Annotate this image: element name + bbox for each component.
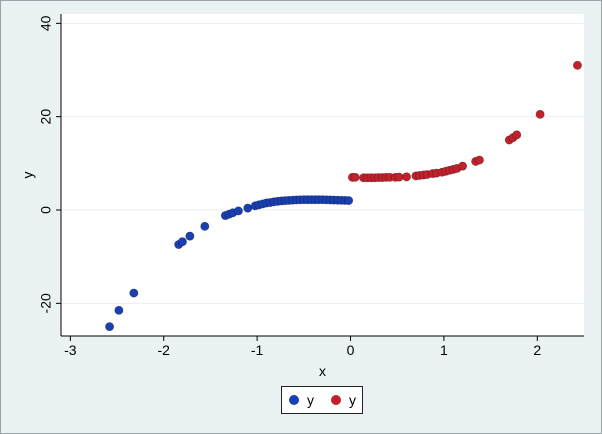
- y-tick-label: 0: [38, 206, 54, 214]
- legend-item-series-2: y: [331, 392, 356, 408]
- grid-lines: [61, 22, 584, 304]
- series-2-point: [535, 109, 545, 119]
- x-axis-label: x: [319, 363, 326, 379]
- legend-marker-series-1: [289, 395, 299, 405]
- legend-label-series-1: y: [307, 392, 314, 408]
- y-axis-label: y: [20, 172, 36, 179]
- series-2-point: [572, 60, 582, 70]
- series-1-point: [177, 237, 187, 247]
- data-points: [105, 60, 582, 332]
- series-1-point: [200, 221, 210, 231]
- x-tick-label: -1: [251, 342, 264, 358]
- legend-item-series-1: y: [289, 392, 314, 408]
- x-tick-label: 1: [440, 342, 448, 358]
- series-1-point: [185, 231, 195, 241]
- plot-area: [61, 14, 584, 336]
- x-tick-label: 0: [347, 342, 355, 358]
- series-1-point: [129, 288, 139, 298]
- legend-marker-series-2: [331, 395, 341, 405]
- legend: y y: [281, 386, 363, 414]
- series-2-point: [512, 130, 522, 140]
- legend-label-series-2: y: [349, 392, 356, 408]
- axes: -20 0 20 40 -3 -2 -1 0 1 2: [38, 14, 584, 358]
- series-1-point: [105, 322, 115, 332]
- series-1-point: [233, 206, 243, 216]
- series-1-point: [114, 305, 124, 315]
- series-2-point: [458, 161, 468, 171]
- series-1-point: [344, 196, 354, 206]
- y-tick-label: -20: [38, 293, 54, 313]
- y-tick-label: 20: [38, 109, 54, 125]
- series-2-point: [474, 155, 484, 165]
- x-tick-label: -2: [158, 342, 171, 358]
- series-2-point: [394, 172, 404, 182]
- x-tick-label: 2: [533, 342, 541, 358]
- series-2-point: [350, 172, 360, 182]
- series-1-point: [243, 203, 253, 213]
- x-tick-label: -3: [64, 342, 77, 358]
- series-2-point: [402, 172, 412, 182]
- y-tick-label: 40: [38, 15, 54, 31]
